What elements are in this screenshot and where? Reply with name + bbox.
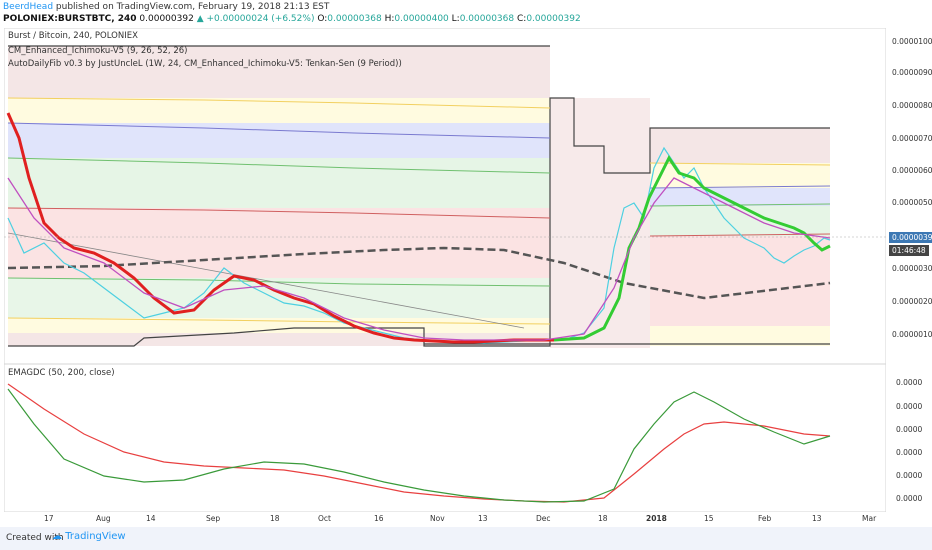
open-label: O: [317, 14, 328, 24]
indicator-fib-label[interactable]: AutoDailyFib v0.3 by JustUncleL (1W, 24,… [8, 59, 402, 69]
osc-axis-label: 0.0000 [896, 448, 923, 457]
time-axis-label: 15 [704, 514, 714, 523]
current-price-tag: 0.00000392 [889, 232, 932, 243]
last-price: 0.00000392 [139, 14, 194, 24]
created-with-text: Created with [6, 533, 64, 543]
time-axis-label: 18 [598, 514, 608, 523]
time-axis-label: 13 [478, 514, 488, 523]
time-axis-label: Dec [536, 514, 551, 523]
time-axis-label: Aug [96, 514, 111, 523]
footer-bar: Created with ☁ TradingView [0, 527, 932, 550]
time-axis-label: 17 [44, 514, 54, 523]
time-axis-label: Sep [206, 514, 221, 523]
time-axis-label: Mar [862, 514, 877, 523]
low-value: 0.00000368 [459, 14, 515, 24]
osc-axis-label: 0.0000 [896, 425, 923, 434]
main-chart-title[interactable]: Burst / Bitcoin, 240, POLONIEX [8, 31, 138, 41]
time-axis-label: 14 [146, 514, 156, 523]
time-axis-label: Oct [318, 514, 331, 523]
oscillator-title[interactable]: EMAGDC (50, 200, close) [8, 368, 115, 378]
time-axis-label: 16 [374, 514, 384, 523]
osc-axis-label: 0.0000 [896, 494, 923, 503]
price-axis-label: 0.00000100 [892, 330, 932, 339]
low-label: L: [451, 14, 460, 24]
author-link[interactable]: BeerdHead [3, 2, 54, 12]
time-axis-label: 2018 [646, 514, 667, 523]
time-axis[interactable]: 17 Aug 14 Sep 18 Oct 16 Nov 13 Dec 18 20… [4, 512, 886, 526]
time-axis-label: Feb [758, 514, 772, 523]
oscillator-canvas[interactable] [4, 364, 886, 512]
price-change: +0.00000024 (+6.52%) [206, 14, 315, 24]
chart-header: BeerdHead published on TradingView.com, … [0, 0, 932, 28]
time-axis-label: 13 [812, 514, 822, 523]
tradingview-logo[interactable]: ☁ TradingView [52, 531, 126, 542]
tradingview-brand: TradingView [65, 531, 126, 542]
open-value: 0.00000368 [327, 14, 382, 24]
countdown-tag: 01:46:48 [889, 245, 929, 256]
close-value: 0.00000392 [526, 14, 581, 24]
high-label: H: [384, 14, 395, 24]
published-text: published on TradingView.com, February 1… [55, 2, 330, 12]
oscillator-panel[interactable]: EMAGDC (50, 200, close) [4, 364, 886, 512]
osc-axis-label: 0.0000 [896, 378, 923, 387]
symbol-line: POLONIEX:BURSTBTC, 240 0.00000392 ▲ +0.0… [3, 14, 581, 24]
time-axis-label: Nov [430, 514, 445, 523]
time-axis-label: 18 [270, 514, 280, 523]
publish-line: BeerdHead published on TradingView.com, … [3, 2, 329, 12]
high-value: 0.00000400 [394, 14, 449, 24]
osc-axis-label: 0.0000 [896, 471, 923, 480]
main-chart-canvas[interactable] [4, 28, 886, 364]
up-arrow-icon: ▲ [196, 14, 204, 24]
main-price-panel[interactable]: Burst / Bitcoin, 240, POLONIEX CM_Enhanc… [4, 28, 886, 364]
symbol-label[interactable]: POLONIEX:BURSTBTC, 240 [3, 14, 137, 24]
indicator-ichimoku-label[interactable]: CM_Enhanced_Ichimoku-V5 (9, 26, 52, 26) [8, 46, 188, 56]
close-label: C: [517, 14, 527, 24]
cloud-icon: ☁ [52, 531, 62, 542]
osc-axis-label: 0.0000 [896, 402, 923, 411]
